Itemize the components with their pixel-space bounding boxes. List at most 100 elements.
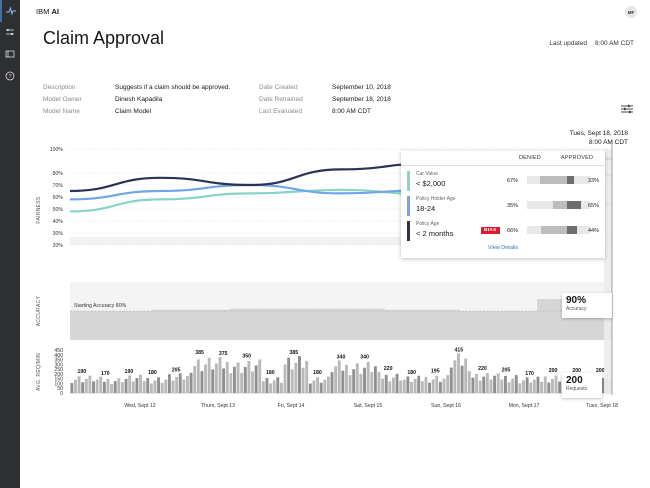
requests-bar [113,381,117,393]
retrained-value: September 18, 2018 [332,96,391,103]
requests-bar [233,366,236,393]
requests-bar [200,371,204,393]
requests-bar [102,381,106,393]
created-label: Date Created [259,84,298,91]
requests-bar [554,375,558,393]
requests-bar [142,381,146,393]
requests-bar [236,362,240,393]
requests-data-label: 385 [195,350,204,356]
requests-data-label: 180 [313,370,322,376]
requests-bar [460,365,464,393]
requests-bar [337,360,341,393]
requests-bar [489,379,493,393]
fairness-y-tick: 70% [53,183,64,189]
model-icon[interactable] [0,43,20,65]
requests-bar [457,353,460,393]
requests-bar [518,383,522,393]
approved-bar-fill [567,176,574,184]
accuracy-label: Accuracy [566,306,587,312]
requests-bar [601,378,605,393]
requests-bar [258,359,262,393]
requests-bar [438,381,442,393]
requests-bar [74,379,77,393]
sliders-icon[interactable] [0,21,20,43]
brand-prefix: IBM [36,7,50,16]
accuracy-axis-title: ACCURACY [36,295,42,326]
requests-axis-title: AVG. REQ/MIN [36,353,42,391]
requests-bar [424,376,428,393]
accuracy-callout: 90% Accuracy [562,293,612,318]
requests-bar [301,367,305,393]
fairness-y-tick: 30% [53,231,64,237]
series-swatch [407,196,410,216]
approved-bar [567,226,590,234]
requests-bar [467,371,471,393]
x-axis-tick: Wed, Sept 12 [124,403,155,409]
requests-data-label: 340 [337,355,346,361]
filter-settings-icon[interactable] [621,104,633,114]
description-label: Description [43,84,76,91]
requests-bar [410,381,413,393]
requests-data-label: 200 [549,368,558,374]
tooltip-row-car-value[interactable]: Car Value < $2,000 67% 33% [407,171,599,193]
requests-bar [536,376,540,393]
requests-data-label: 220 [384,366,393,372]
requests-bar [514,375,518,393]
requests-data-label: 200 [596,368,605,374]
tooltip-row-policy-holder-age[interactable]: Policy Holder Age 18-24 35% 65% [407,196,599,218]
requests-bar [540,381,544,393]
approved-percent: 44% [588,228,600,234]
requests-bar [417,375,421,393]
description-value: Suggests if a claim should be approved. [115,84,231,91]
requests-bar [471,377,475,393]
avatar[interactable]: MF [625,6,637,18]
requests-bar [124,378,128,393]
requests-bar [70,383,74,393]
feature-value: < $2,000 [416,179,446,188]
selected-timestamp: Tues, Sept 18, 2018 8:00 AM CDT [570,130,628,147]
requests-bar [413,378,417,393]
requests-bar [532,379,536,393]
created-value: September 10, 2018 [332,84,391,91]
requests-bar [550,379,554,393]
requests-bar [363,367,366,393]
requests-bar [251,371,254,393]
requests-bar [222,368,226,393]
activity-icon[interactable] [0,0,20,22]
tooltip-row-policy-age[interactable]: Policy Age < 2 months BIAS 66% 44% [407,221,599,243]
requests-y-tick: 200 [54,372,63,378]
fairness-y-tick: 50% [53,207,64,213]
requests-bar [442,378,446,393]
requests-bar [261,381,265,393]
requests-bar [504,375,507,393]
requests-bar [352,369,356,393]
requests-y-tick: 150 [54,377,63,383]
requests-bar [305,361,309,393]
requests-bar [395,373,399,393]
requests-bar [420,381,424,393]
accuracy-value: 90% [566,295,587,306]
requests-bar [276,377,280,393]
series-swatch [407,171,410,191]
view-details-link[interactable]: View Details [487,245,519,251]
requests-bar [182,379,186,393]
fairness-y-tick: 40% [53,219,64,225]
requests-bar [211,369,215,393]
requests-callout: 200 Requests [562,373,602,398]
requests-bar [214,363,218,393]
page-title: Claim Approval [43,28,165,48]
requests-bar [493,375,497,393]
requests-bar [543,376,547,393]
requests-bar [373,366,377,393]
requests-bar [547,382,551,393]
requests-bar [272,380,276,393]
requests-bar [88,375,92,393]
requests-bar [482,376,486,393]
fairness-lower-band [70,237,612,245]
requests-data-label: 180 [148,370,157,376]
requests-y-tick: 450 [54,348,63,354]
requests-bar [149,383,153,393]
brand-name: AI [51,7,59,16]
requests-bar [207,357,211,393]
help-icon[interactable]: ? [0,65,20,87]
